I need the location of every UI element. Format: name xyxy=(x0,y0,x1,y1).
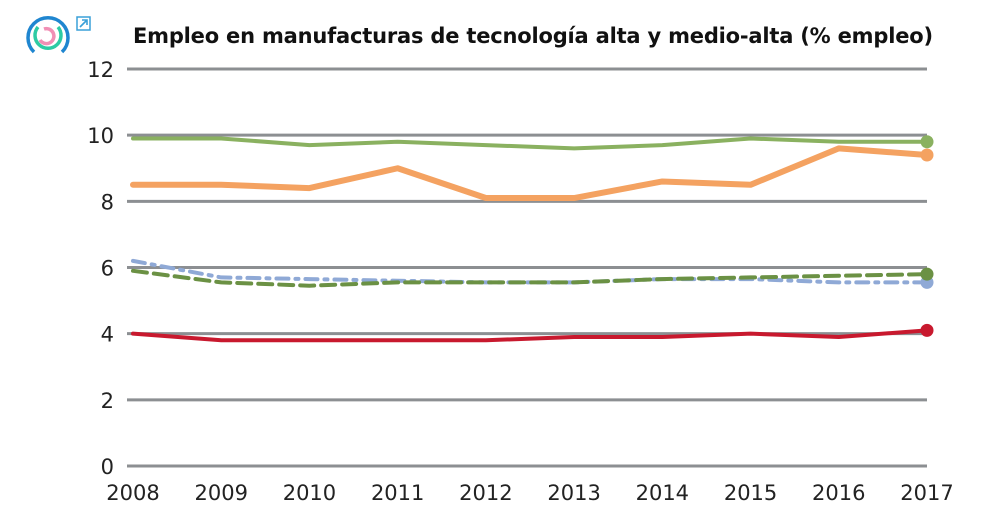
series-line xyxy=(131,136,929,151)
y-tick-label: 4 xyxy=(101,323,114,347)
y-tick-label: 8 xyxy=(101,190,114,214)
x-tick-label: 2013 xyxy=(547,481,600,505)
series-line xyxy=(131,328,929,343)
x-tick-label: 2015 xyxy=(724,481,777,505)
y-tick-label: 6 xyxy=(101,257,114,281)
data-point xyxy=(920,267,934,281)
series-1 xyxy=(130,145,934,202)
chart-title: Empleo en manufacturas de tecnología alt… xyxy=(133,24,933,48)
series-0 xyxy=(131,135,934,151)
external-link-icon[interactable] xyxy=(76,16,91,31)
y-tick-label: 2 xyxy=(101,389,114,413)
circular-logo-icon xyxy=(26,15,70,54)
x-tick-label: 2010 xyxy=(283,481,336,505)
x-tick-label: 2016 xyxy=(812,481,865,505)
series-line xyxy=(131,258,929,285)
series-line xyxy=(131,268,929,288)
x-tick-label: 2014 xyxy=(636,481,689,505)
x-tick-label: 2009 xyxy=(194,481,247,505)
x-tick-label: 2008 xyxy=(106,481,159,505)
series-3 xyxy=(131,267,934,288)
series-4 xyxy=(131,323,934,343)
x-tick-label: 2012 xyxy=(459,481,512,505)
data-point xyxy=(920,323,934,337)
data-point xyxy=(920,135,934,149)
data-point xyxy=(920,148,934,162)
y-tick-label: 12 xyxy=(87,58,114,82)
x-tick-label: 2017 xyxy=(900,481,953,505)
series-line xyxy=(130,145,930,202)
y-tick-label: 0 xyxy=(101,455,114,479)
x-tick-label: 2011 xyxy=(371,481,424,505)
y-tick-label: 10 xyxy=(87,124,114,148)
